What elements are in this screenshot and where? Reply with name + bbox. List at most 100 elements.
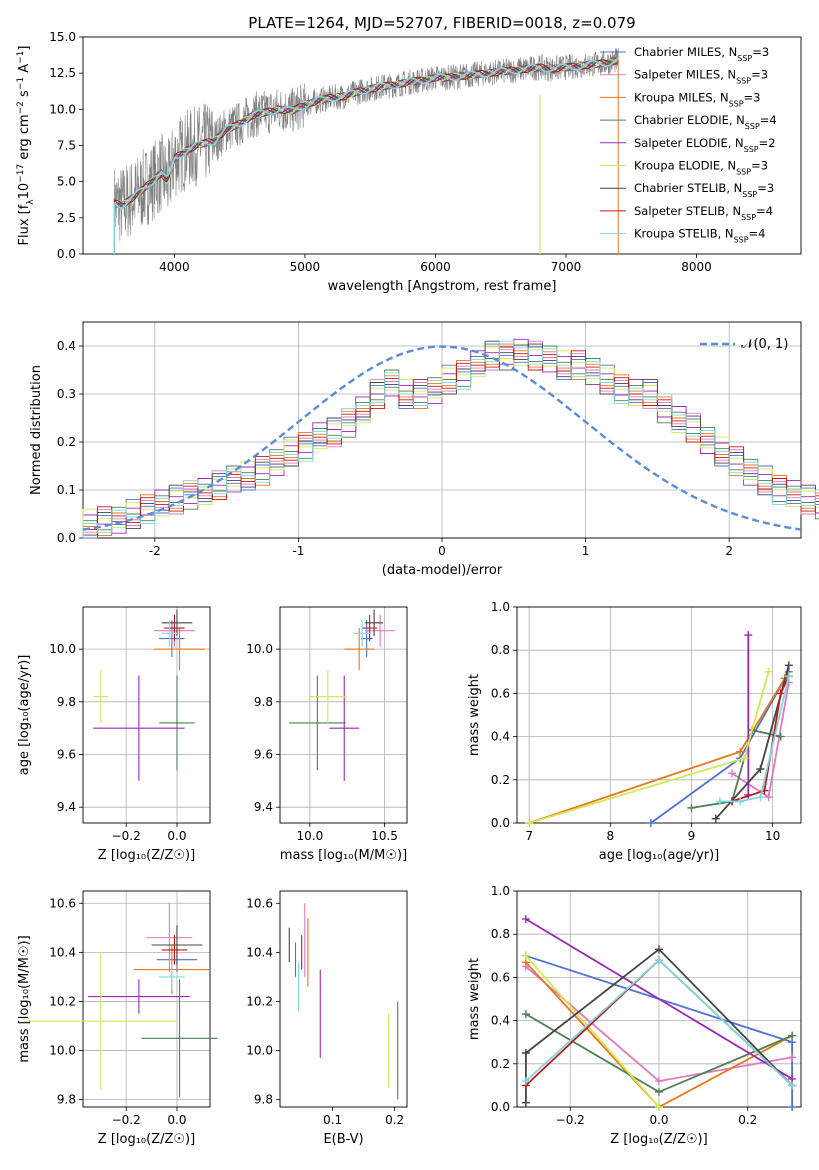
weight-marker [521, 1077, 530, 1086]
x-tick-label: 0.2 [738, 1113, 757, 1127]
y-axis-label: mass weight [467, 958, 482, 1040]
figure-title: PLATE=1264, MJD=52707, FIBERID=0018, z=0… [248, 14, 635, 32]
x-tick-label: 8000 [681, 260, 712, 274]
weight-marker [728, 769, 737, 778]
y-tick-label: 12.5 [49, 66, 76, 80]
weight-marker [525, 819, 534, 827]
y-tick-label: 0.8 [491, 643, 510, 657]
x-tick-label: 10 [765, 829, 780, 843]
y-tick-label: 0.1 [57, 483, 76, 497]
y-tick-label: 10.0 [49, 642, 76, 656]
mass-vs-z-panel: −0.2 0.0 9.8 10.0 10.2 10.4 10.6 Z [log₁₀(Z/Z☉)… [17, 890, 218, 1147]
weight-marker [788, 1103, 797, 1111]
y-tick-label: 9.4 [57, 800, 76, 814]
axes-frame [82, 890, 211, 1108]
weight-marker [711, 814, 720, 823]
weight-marker [655, 1087, 663, 1096]
legend-label: Salpeter STELIB, NSSP=4 [634, 204, 773, 222]
y-tick-label: 10.0 [49, 1044, 76, 1058]
weight-line [691, 729, 781, 809]
spectrum-model-line [113, 57, 619, 254]
y-tick-label: 10.6 [246, 896, 273, 910]
x-tick-label: −0.2 [112, 829, 141, 843]
y-tick-label: 10.4 [246, 945, 273, 959]
x-axis-label: age [log₁₀(age/yr)] [599, 848, 720, 863]
age-vs-mass-panel: 10.0 10.5 9.4 9.6 9.8 10.0 mass [log₁₀(M/M☉)] [246, 606, 408, 863]
histogram-step [82, 340, 819, 538]
y-tick-label: 9.8 [57, 695, 76, 709]
spectrum-model-line [113, 58, 619, 254]
residuals-panel: -2 -1 0 1 2 0.0 0.1 0.2 0.3 0.4 (data-model)/error… [29, 321, 819, 578]
legend-label: Kroupa STELIB, NSSP=4 [634, 227, 765, 245]
x-tick-label: −0.2 [112, 1113, 141, 1127]
x-axis-label: Z [log₁₀(Z/Z☉)] [98, 848, 195, 863]
y-tick-label: 9.6 [57, 748, 76, 762]
y-axis-label: Normed distribution [29, 365, 44, 495]
mass-vs-ebv-panel: 0.1 0.2 9.8 10.0 10.2 10.4 10.6 E(B-V) [246, 890, 408, 1147]
x-tick-label: −0.2 [556, 1113, 585, 1127]
normal-curve [82, 345, 802, 531]
axes-frame [279, 606, 408, 824]
mass-weight-vs-z-panel: −0.2 0.0 0.2 0.0 0.2 0.4 0.6 0.8 1.0 Z [log₁₀(Z/Z… [467, 884, 802, 1147]
axes-frame [82, 321, 802, 539]
weight-marker [764, 793, 773, 802]
y-tick-label: 9.6 [254, 748, 273, 762]
weight-marker [655, 1077, 663, 1086]
y-tick-label: 0.6 [491, 970, 510, 984]
y-tick-label: 0.0 [57, 531, 76, 545]
y-tick-label: 0.8 [491, 927, 510, 941]
weight-line [525, 918, 793, 1080]
y-tick-label: 0.2 [491, 1057, 510, 1071]
legend: Chabrier MILES, NSSP=3 Salpeter MILES, NS… [600, 45, 777, 244]
axes-frame [82, 606, 211, 824]
weight-marker [788, 1031, 797, 1040]
weight-line [525, 955, 660, 1108]
x-axis-label: (data-model)/error [382, 563, 503, 578]
x-tick-label: 10.0 [297, 829, 324, 843]
x-tick-label: 1 [582, 544, 590, 558]
weight-marker [646, 819, 655, 827]
y-tick-label: 0.0 [491, 1100, 510, 1114]
y-axis-label: age [log₁₀(age/yr)] [17, 655, 32, 776]
y-tick-label: 10.0 [49, 102, 76, 116]
spectrum-panel: 4000 5000 6000 7000 8000 0.0 2.5 5.0 7.5 10.0 12.5… [16, 30, 802, 294]
weight-marker [655, 1103, 663, 1111]
y-tick-label: 10.2 [49, 994, 76, 1008]
x-tick-label: 0.0 [167, 1113, 186, 1127]
y-tick-label: 1.0 [491, 600, 510, 614]
y-tick-label: 1.0 [491, 884, 510, 898]
y-tick-label: 0.0 [491, 816, 510, 830]
axes-frame [516, 606, 802, 824]
weight-marker [521, 951, 530, 960]
legend-label: Chabrier STELIB, NSSP=3 [634, 181, 774, 199]
mass-weight-vs-age-panel: 7 8 9 10 0.0 0.2 0.4 0.6 0.8 1.0 age [log₁₀(age/yr… [467, 600, 802, 863]
y-tick-label: 10.0 [246, 1044, 273, 1058]
spectrum-model-line [113, 59, 619, 254]
weight-marker [740, 754, 749, 763]
x-tick-label: 10.5 [371, 829, 398, 843]
y-tick-label: 0.4 [491, 730, 510, 744]
weight-marker [764, 667, 773, 676]
x-tick-label: 0.2 [385, 1113, 404, 1127]
x-tick-label: 7 [525, 829, 533, 843]
weight-marker [521, 1010, 530, 1019]
weight-marker [788, 1081, 797, 1090]
y-tick-label: 7.5 [57, 139, 76, 153]
x-axis-label: E(B-V) [323, 1132, 363, 1147]
weight-marker [736, 797, 745, 806]
y-tick-label: 0.0 [57, 247, 76, 261]
y-tick-label: 0.3 [57, 387, 76, 401]
x-tick-label: 2 [725, 544, 733, 558]
x-tick-label: 9 [688, 829, 696, 843]
x-tick-label: -2 [149, 544, 161, 558]
legend-label: Salpeter MILES, NSSP=3 [634, 68, 768, 86]
weight-marker [521, 1098, 530, 1107]
x-tick-label: 0.0 [649, 1113, 668, 1127]
y-tick-label: 9.8 [57, 1093, 76, 1107]
y-tick-label: 9.4 [254, 800, 273, 814]
y-axis-label: mass [log₁₀(M/M☉)] [17, 935, 32, 1062]
y-tick-label: 9.8 [254, 695, 273, 709]
y-tick-label: 5.0 [57, 175, 76, 189]
y-tick-label: 2.5 [57, 211, 76, 225]
